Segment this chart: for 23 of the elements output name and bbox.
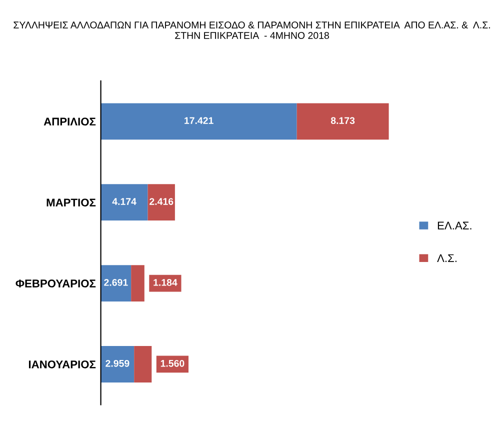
legend-label: ΕΛ.ΑΣ. bbox=[438, 222, 472, 230]
data-label: 2.416 bbox=[150, 198, 174, 205]
data-label: 2.959 bbox=[106, 360, 130, 367]
data-label: 2.691 bbox=[104, 279, 128, 286]
data-label: 4.174 bbox=[112, 198, 136, 205]
bar bbox=[100, 265, 132, 302]
data-label: 1.560 bbox=[160, 360, 184, 367]
bar bbox=[131, 265, 144, 302]
y-tick-label: ΦΕΒΡΟΥΑΡΙΟΣ bbox=[16, 280, 96, 288]
data-label: 8.173 bbox=[330, 117, 355, 124]
y-tick-label: ΙΑΝΟΥΑΡΙΟΣ bbox=[28, 360, 96, 368]
legend-label: Λ.Σ. bbox=[437, 254, 456, 262]
bar bbox=[100, 184, 148, 221]
bar bbox=[100, 103, 297, 140]
data-label: 17.421 bbox=[184, 117, 214, 124]
data-label: 1.184 bbox=[154, 279, 178, 286]
y-tick-label: ΜΑΡΤΙΟΣ bbox=[46, 198, 96, 206]
chart-title: ΣΥΛΛΗΨΕΙΣ ΑΛΛΟΔΑΠΩΝ ΓΙΑ ΠΑΡΑΝΟΜΗ ΕΙΣΟΔΟ & ΠΑΡΑΜΟΝΗ ΣΤΗΝ ΕΠΙΚΡΑΤΕΙΑ ΑΠΟ ΕΛ.ΑΣ. & Λ.Σ. ΣΤΗΝ ΕΠΙΚΡΑΤΕΙΑ - 4ΜΗΝΟ 2018 bbox=[14, 22, 490, 39]
bar bbox=[134, 346, 152, 382]
bar bbox=[148, 184, 175, 221]
bar bbox=[296, 103, 389, 140]
bar bbox=[100, 346, 134, 382]
y-tick-label: ΑΠΡΙΛΙΟΣ bbox=[44, 118, 96, 126]
